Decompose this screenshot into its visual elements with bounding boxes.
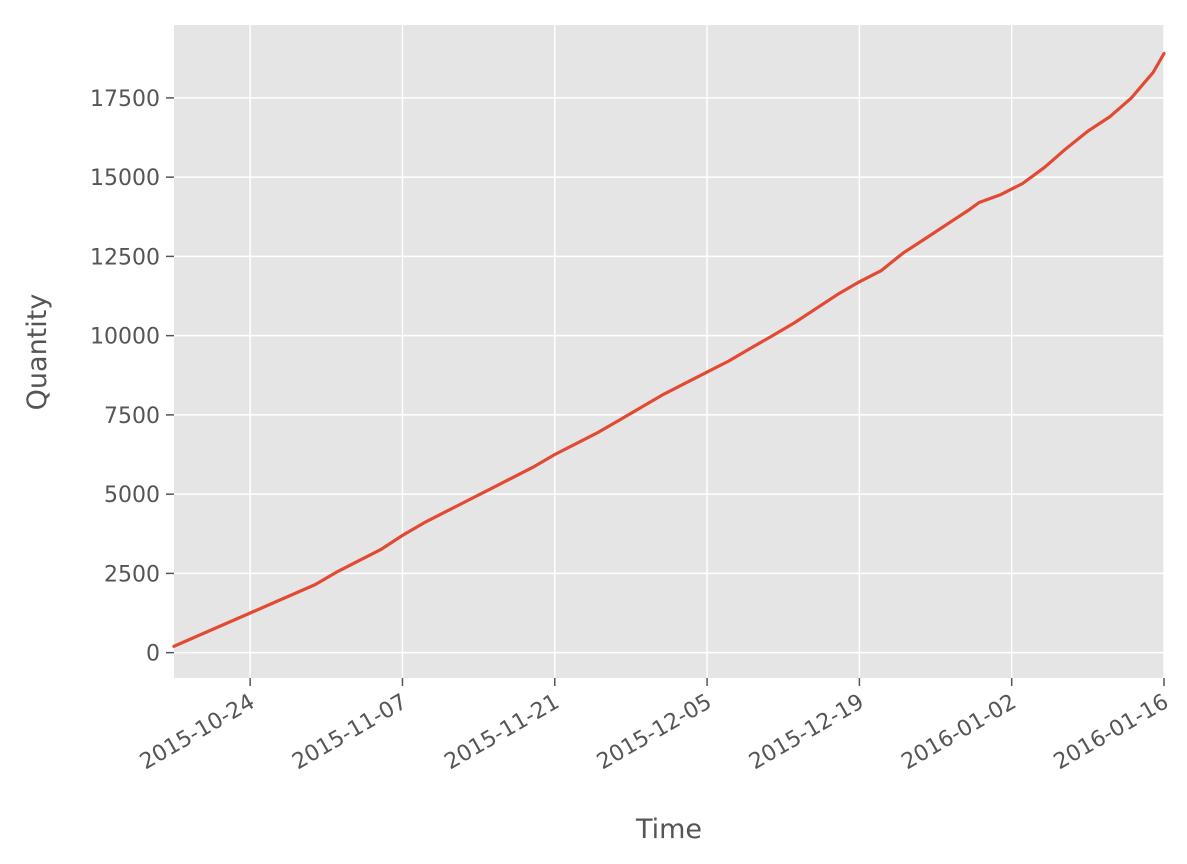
x-tick-labels: 2015-10-24 2015-11-07 2015-11-21 2015-12-05… (136, 690, 1173, 776)
series-line-0 (172, 51, 1166, 648)
x-tick-label: 2016-01-16 (1050, 690, 1173, 776)
y-tick-label: 12500 (90, 245, 160, 270)
y-tick-label: 5000 (104, 483, 160, 508)
x-tick-label: 2016-01-02 (897, 690, 1020, 776)
x-tick-label: 2015-10-24 (136, 690, 259, 776)
grid-lines (174, 25, 1165, 678)
y-tick-label: 10000 (90, 325, 160, 350)
y-tick-label: 2500 (104, 562, 160, 587)
x-tick-label: 2015-11-07 (288, 690, 411, 776)
tick-marks (166, 97, 1165, 686)
series-layer (172, 51, 1166, 648)
x-tick-label: 2015-11-21 (441, 690, 564, 776)
y-tick-label: 7500 (104, 404, 160, 429)
y-tick-label: 15000 (90, 166, 160, 191)
x-tick-label: 2015-12-19 (745, 690, 868, 776)
y-tick-label: 17500 (90, 87, 160, 112)
y-axis-title: Quantity (22, 294, 53, 411)
y-tick-label: 0 (146, 642, 160, 667)
x-axis-title: Time (635, 814, 702, 845)
x-tick-label: 2015-12-05 (593, 690, 716, 776)
y-tick-labels: 0 2500 5000 7500 10000 12500 15000 17500 (90, 87, 160, 667)
